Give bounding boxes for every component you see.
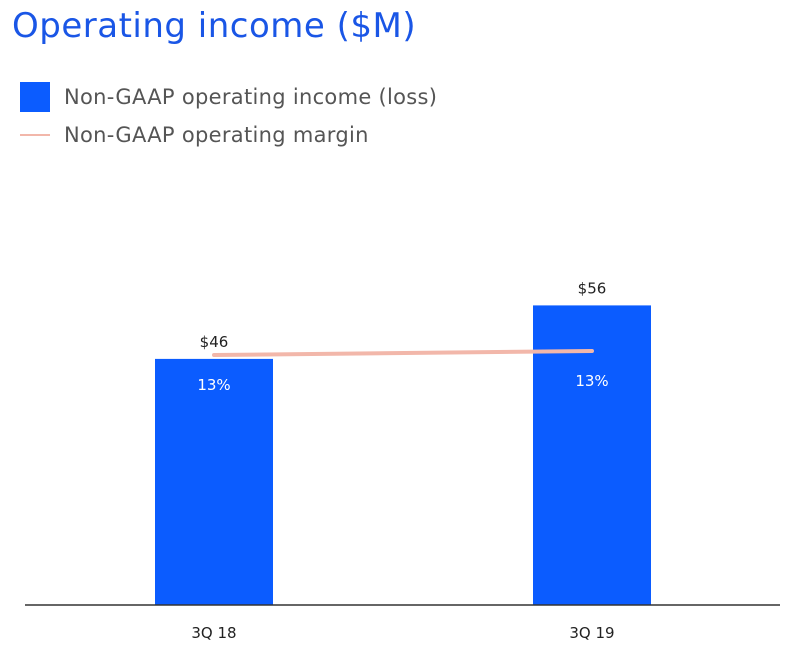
bar-1 [533,305,651,605]
margin-series-line [212,349,594,357]
legend-label-operating-income: Non-GAAP operating income (loss) [64,85,438,109]
x-tick-label-1: 3Q 19 [569,624,614,642]
bar-value-label-0: $46 [200,333,229,351]
bar-0 [155,358,273,605]
legend-swatch-bar [20,82,50,112]
margin-value-label-1: 13% [575,372,608,390]
chart-title: Operating income ($M) [12,6,417,46]
x-tick-label-0: 3Q 18 [191,624,236,642]
margin-value-label-0: 13% [197,376,230,394]
legend: Non-GAAP operating income (loss) Non-GAA… [20,78,437,154]
legend-swatch-line [20,134,50,136]
bar-value-label-1: $56 [578,279,607,297]
legend-label-operating-margin: Non-GAAP operating margin [64,123,369,147]
legend-item-operating-income: Non-GAAP operating income (loss) [20,78,437,116]
legend-item-operating-margin: Non-GAAP operating margin [20,116,437,154]
